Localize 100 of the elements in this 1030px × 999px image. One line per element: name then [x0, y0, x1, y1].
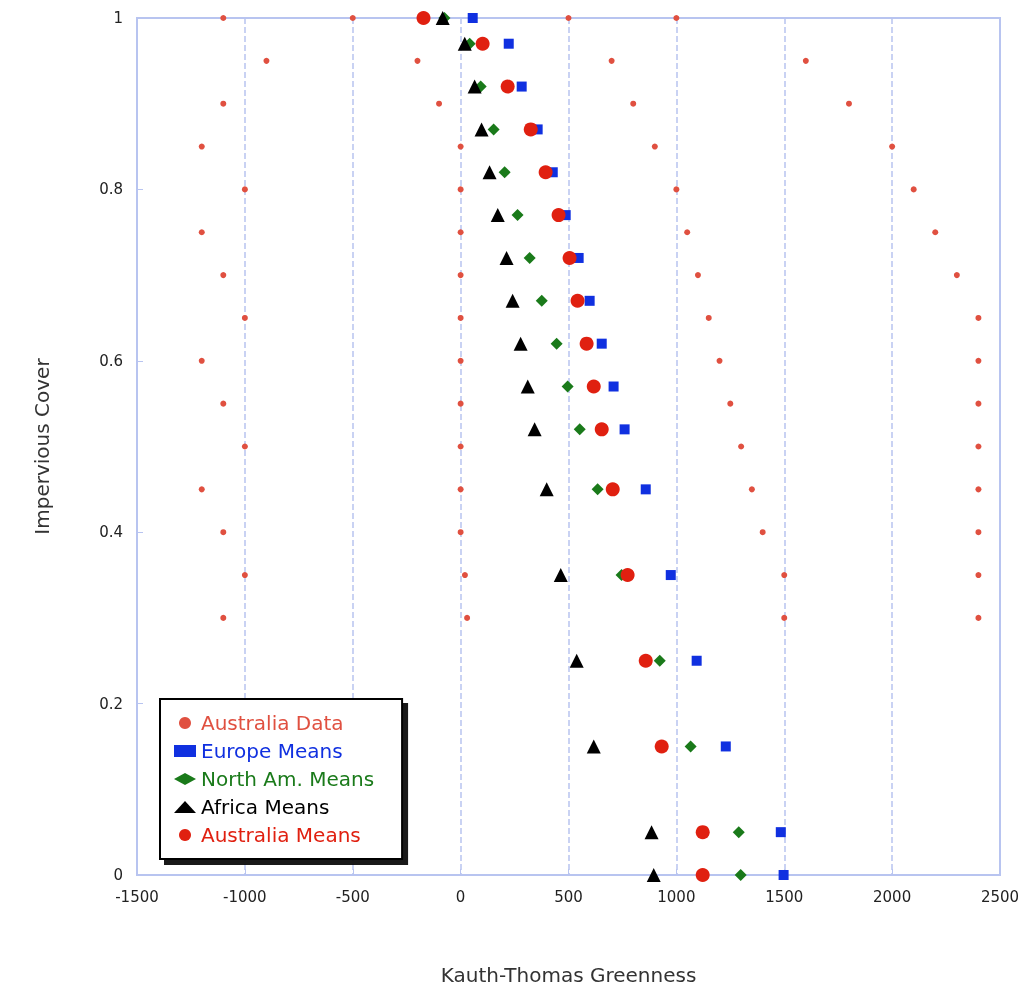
point	[551, 208, 566, 223]
point	[457, 186, 464, 193]
point	[241, 314, 248, 321]
point	[535, 294, 548, 307]
point	[482, 165, 497, 180]
point	[781, 614, 788, 621]
point	[975, 529, 982, 536]
point	[781, 572, 788, 579]
point	[520, 379, 535, 394]
point	[975, 486, 982, 493]
point	[975, 614, 982, 621]
point	[457, 229, 464, 236]
legend-label: North Am. Means	[201, 767, 375, 791]
point	[198, 229, 205, 236]
point	[695, 825, 710, 840]
point	[561, 380, 574, 393]
point	[220, 400, 227, 407]
point	[457, 314, 464, 321]
point	[727, 400, 734, 407]
point	[475, 36, 490, 51]
y-tick-label: 0.2	[99, 694, 123, 713]
point	[802, 57, 809, 64]
point	[503, 38, 514, 49]
point	[241, 572, 248, 579]
x-tick-label: 1500	[765, 887, 804, 906]
point	[457, 36, 472, 51]
point	[474, 122, 489, 137]
point	[579, 336, 594, 351]
point	[539, 482, 554, 497]
point	[457, 486, 464, 493]
point	[732, 826, 745, 839]
x-tick-label: 2000	[873, 887, 912, 906]
point	[778, 870, 789, 880]
point	[644, 825, 659, 840]
point	[220, 15, 227, 21]
point	[570, 293, 585, 308]
point	[220, 272, 227, 279]
point	[538, 165, 553, 180]
point	[748, 486, 755, 493]
point	[562, 250, 577, 265]
y-tick-label: 0.6	[99, 351, 123, 370]
point	[241, 443, 248, 450]
point	[349, 15, 356, 21]
point	[569, 653, 584, 668]
point	[416, 11, 431, 25]
y-tick-label: 0	[113, 866, 123, 884]
point	[591, 483, 604, 496]
point	[198, 486, 205, 493]
y-axis-title: Impervious Cover	[30, 357, 54, 535]
point	[457, 272, 464, 279]
point	[673, 186, 680, 193]
point	[198, 357, 205, 364]
point	[523, 122, 538, 137]
point	[651, 143, 658, 150]
point	[467, 79, 482, 94]
y-tick-label: 0.8	[99, 180, 123, 199]
legend-label: Australia Data	[201, 711, 344, 735]
point	[553, 568, 568, 583]
point	[511, 209, 524, 222]
point	[953, 272, 960, 279]
point	[716, 357, 723, 364]
point	[720, 741, 731, 752]
point	[638, 653, 653, 668]
x-tick-label: -500	[335, 887, 370, 906]
legend-label: Europe Means	[201, 739, 343, 763]
point	[734, 869, 747, 881]
point	[775, 827, 786, 838]
x-tick-label: 2500	[980, 887, 1020, 906]
point	[457, 529, 464, 536]
point	[513, 336, 528, 351]
point	[565, 15, 572, 21]
point	[620, 568, 635, 583]
point	[889, 143, 896, 150]
point	[505, 293, 520, 308]
point	[608, 381, 619, 392]
point	[461, 572, 468, 579]
x-tick-label: 0	[455, 887, 466, 906]
point	[975, 400, 982, 407]
point	[665, 570, 676, 581]
point	[646, 868, 661, 882]
point	[487, 123, 500, 136]
x-tick-label: -1500	[115, 887, 159, 906]
x-axis-title: Kauth-Thomas Greenness	[440, 963, 697, 987]
point	[241, 186, 248, 193]
point	[932, 229, 939, 236]
point	[608, 57, 615, 64]
point	[630, 100, 637, 107]
point	[596, 338, 607, 349]
point	[498, 166, 511, 179]
point	[499, 250, 514, 265]
legend-label: Australia Means	[201, 823, 361, 847]
point	[605, 482, 620, 497]
point	[220, 614, 227, 621]
point	[695, 868, 710, 882]
point	[673, 15, 680, 21]
point	[594, 422, 609, 437]
point	[457, 357, 464, 364]
point	[910, 186, 917, 193]
point	[523, 251, 536, 264]
point	[457, 400, 464, 407]
